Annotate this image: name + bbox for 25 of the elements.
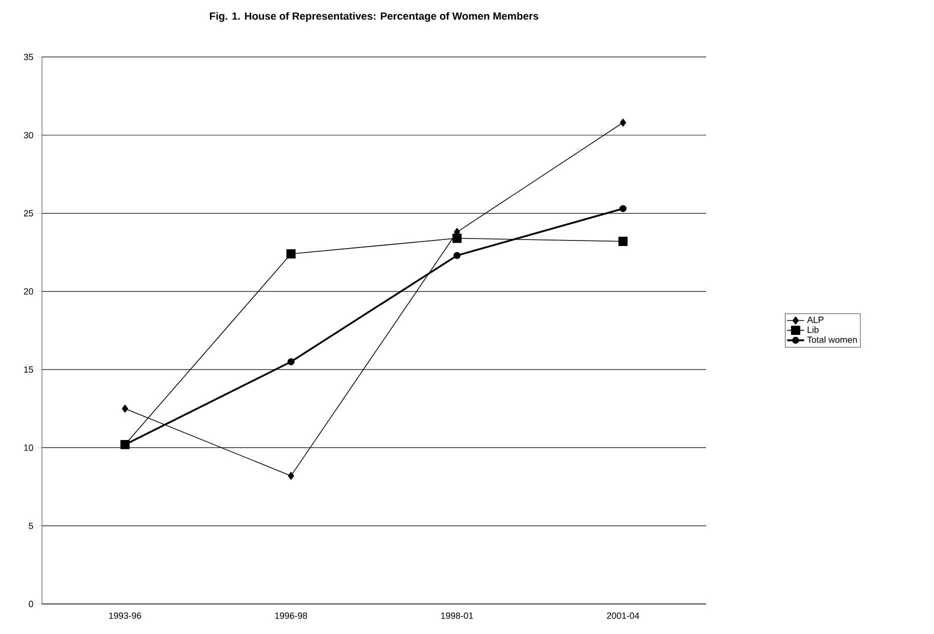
- x-tick-label: 1993-96: [109, 612, 142, 619]
- y-tick-label: 10: [24, 444, 34, 451]
- legend-label: Lib: [808, 326, 819, 333]
- point: [620, 205, 627, 212]
- x-tick-label: 1996-98: [275, 612, 308, 619]
- y-tick-label: 30: [24, 132, 34, 138]
- point: [286, 249, 296, 259]
- x-tick-label: 2001-04: [607, 612, 640, 619]
- legend-label: Total women: [807, 336, 857, 343]
- legend-label: ALP: [807, 316, 824, 323]
- point: [454, 252, 461, 259]
- point: [620, 118, 626, 127]
- y-tick-label: 35: [24, 54, 34, 60]
- y-tick-label: 25: [24, 210, 34, 216]
- y-tick-label: 15: [24, 366, 34, 373]
- point: [122, 404, 128, 413]
- x-tick-label: 1998-01: [441, 612, 474, 619]
- point: [618, 236, 628, 246]
- chart-title: Fig. 1. House of Representatives: Percentage of Women Members: [210, 12, 538, 22]
- point: [288, 472, 294, 480]
- y-tick-label: 20: [24, 288, 34, 295]
- y-tick-label: 0: [28, 600, 34, 608]
- point: [452, 234, 462, 243]
- y-tick-label: 5: [28, 522, 34, 529]
- point: [288, 358, 295, 366]
